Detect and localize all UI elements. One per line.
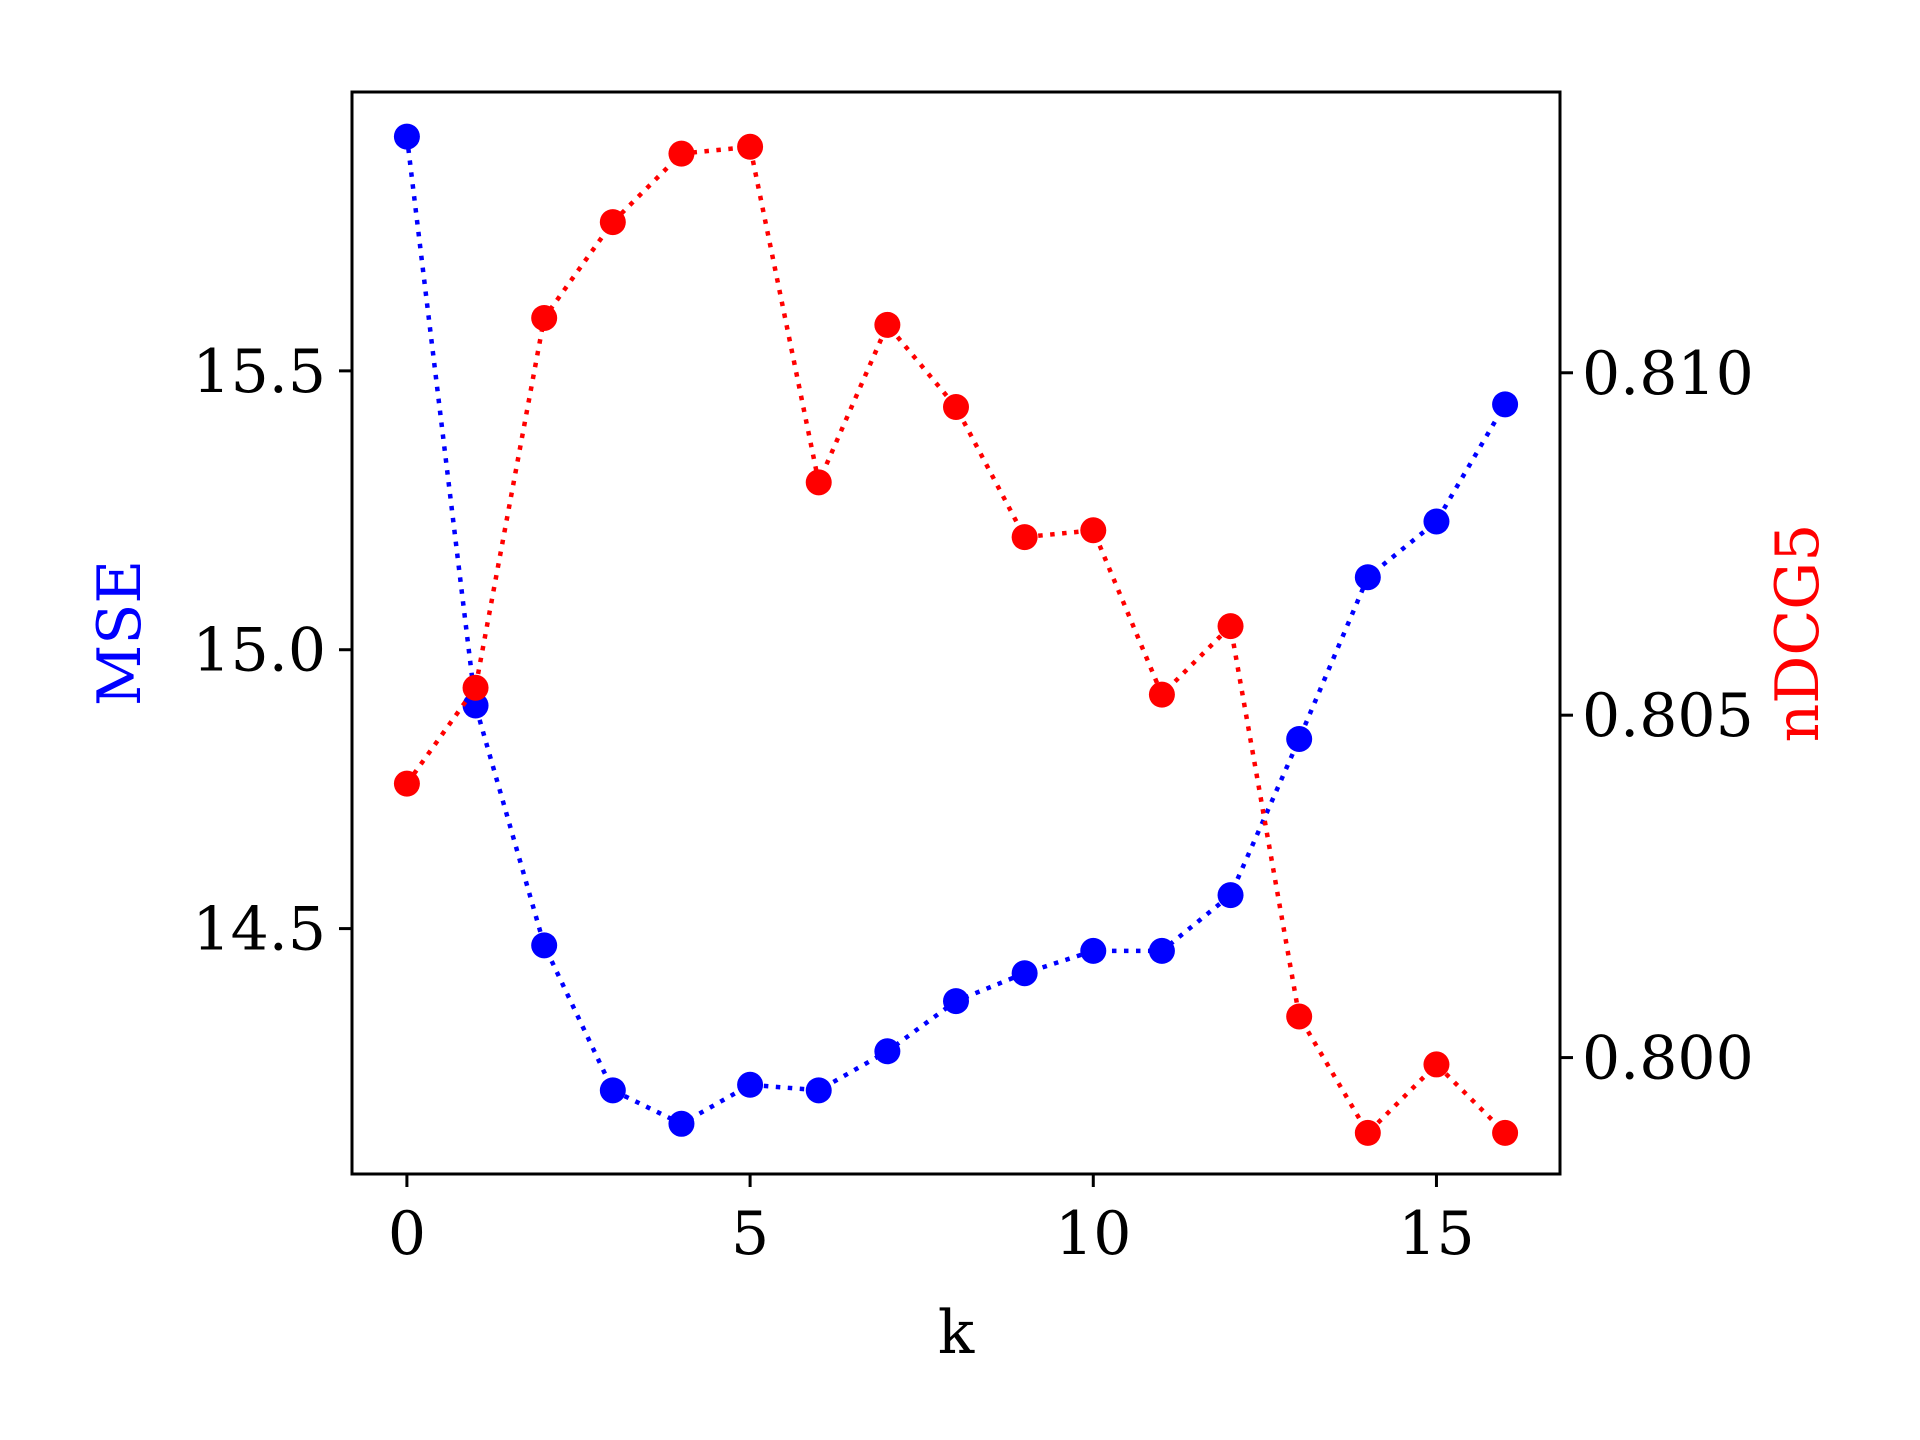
mse-data-point — [1148, 937, 1175, 964]
x-tick-label: 15 — [1398, 1199, 1474, 1269]
ndcg5-data-point — [1423, 1051, 1450, 1078]
mse-data-point — [874, 1038, 901, 1065]
mse-data-point — [1492, 391, 1519, 418]
ndcg5-data-point — [1354, 1119, 1381, 1146]
ndcg5-data-point — [531, 304, 558, 331]
right-y-tick-label: 0.800 — [1582, 1024, 1754, 1094]
mse-data-point — [393, 123, 420, 150]
left-y-tick-label: 14.5 — [192, 895, 326, 965]
mse-data-point — [599, 1077, 626, 1104]
ndcg5-data-point — [874, 311, 901, 338]
x-tick-label: 10 — [1055, 1199, 1131, 1269]
left-y-axis-title: MSE — [85, 560, 155, 706]
x-axis: 0 5 10 15 — [388, 1174, 1475, 1269]
mse-data-point — [943, 988, 969, 1015]
mse-data-point — [1217, 882, 1244, 909]
ndcg5-data-point — [462, 674, 489, 701]
plot-frame — [350, 90, 1562, 1176]
ndcg5-data-point — [1286, 1003, 1313, 1030]
ndcg5-data-point — [668, 140, 695, 167]
ndcg5-data-point — [393, 770, 420, 797]
right-y-axis: 0.800 0.805 0.810 — [1560, 339, 1754, 1094]
mse-data-point — [805, 1077, 832, 1104]
mse-data-point — [1080, 937, 1107, 964]
ndcg5-data-point — [1217, 613, 1244, 640]
x-tick-label: 0 — [388, 1199, 426, 1269]
ndcg5-data-point — [599, 209, 626, 236]
left-y-axis: 14.5 15.0 15.5 — [192, 337, 352, 965]
mse-data-point — [1354, 564, 1381, 591]
ndcg5-data-point — [943, 394, 969, 421]
x-axis-title: k — [938, 1298, 975, 1368]
ndcg5-series-line — [405, 144, 1507, 1137]
series-layer — [393, 123, 1519, 1146]
left-y-tick-label: 15.0 — [192, 616, 326, 686]
ndcg5-data-point — [805, 469, 832, 496]
mse-data-point — [1011, 960, 1038, 987]
ndcg5-data-point — [1148, 681, 1175, 708]
ndcg5-data-point — [1011, 524, 1038, 551]
mse-data-point — [737, 1071, 764, 1098]
x-tick-label: 5 — [731, 1199, 769, 1269]
ndcg5-data-point — [737, 133, 764, 160]
right-y-tick-label: 0.810 — [1582, 339, 1754, 409]
mse-data-point — [668, 1110, 695, 1137]
mse-data-point — [1423, 508, 1450, 535]
ndcg5-data-point — [1080, 517, 1107, 544]
mse-data-point — [1286, 725, 1313, 752]
right-y-axis-title: nDCG5 — [1763, 524, 1833, 743]
right-y-tick-label: 0.805 — [1582, 681, 1754, 751]
ndcg5-data-point — [1492, 1119, 1519, 1146]
left-y-tick-label: 15.5 — [192, 337, 326, 407]
mse-data-point — [531, 932, 558, 959]
